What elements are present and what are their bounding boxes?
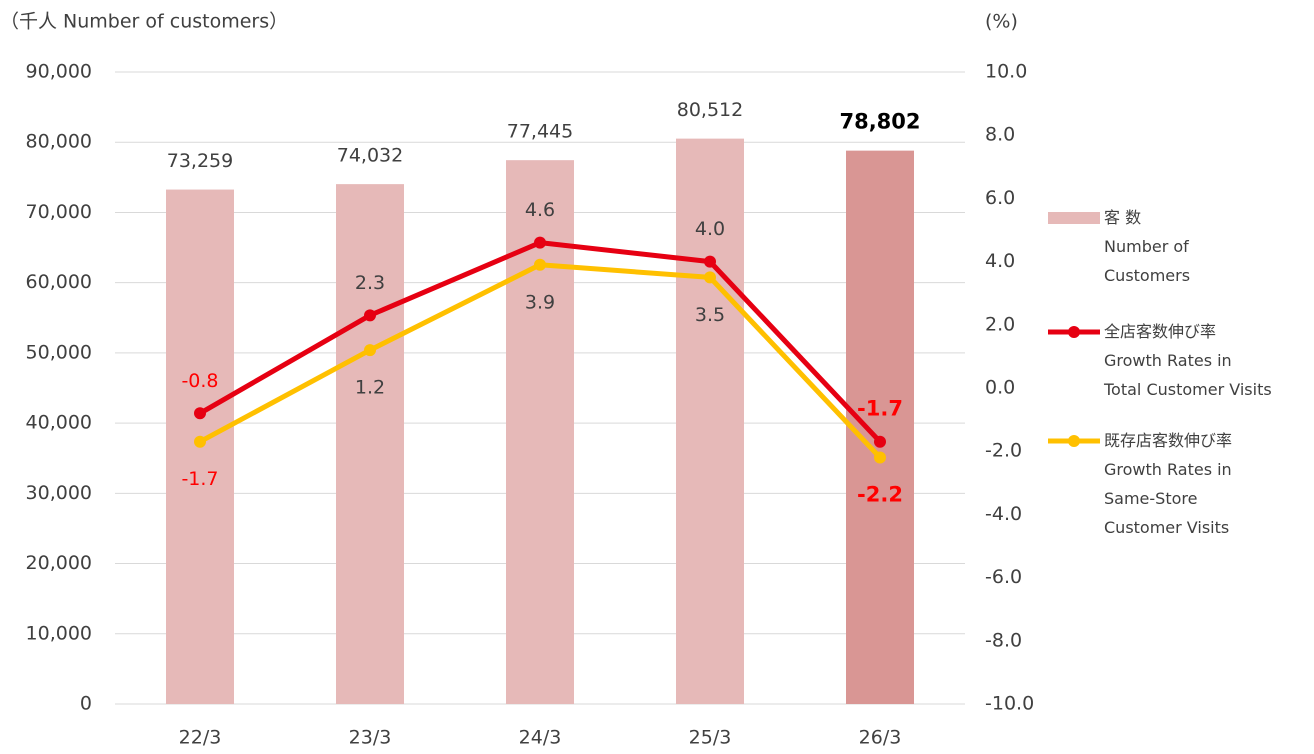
y2-tick-label: 6.0 [985,187,1015,209]
y-tick-label: 70,000 [26,201,92,223]
bar [336,184,404,704]
x-tick-label: 25/3 [689,727,732,749]
line-value-label: 1.2 [355,377,385,399]
y2-tick-label: -2.0 [985,440,1022,462]
line-value-label: -1.7 [857,397,903,421]
y-tick-label: 60,000 [26,271,92,293]
y2-tick-label: 2.0 [985,313,1015,335]
line-point [194,407,206,420]
line-value-label: -1.7 [181,468,218,490]
line-point [364,344,376,357]
line-point [364,309,376,322]
y-tick-label: 90,000 [26,61,92,83]
bar-value-label: 77,445 [507,121,573,143]
line-value-label: -2.2 [857,483,903,507]
legend-entry: 既存店客数伸び率 Growth Rates in Same-Store Cust… [1104,431,1233,537]
y2-tick-label: -8.0 [985,629,1022,651]
y-tick-label: 20,000 [26,552,92,574]
line-point [534,236,546,249]
line-point [874,451,886,464]
line-point [194,435,206,448]
y-tick-label: 30,000 [26,482,92,504]
bar [676,138,744,705]
bar-value-label: 80,512 [677,99,743,121]
line-point [534,258,546,271]
legend-swatch-point [1068,435,1080,447]
y-tick-label: 50,000 [26,341,92,363]
x-tick-label: 26/3 [859,727,902,749]
bar [846,150,914,705]
y2-tick-label: 0.0 [985,377,1015,399]
line-value-label: 3.9 [525,291,555,313]
x-tick-label: 23/3 [349,727,392,749]
legend-entry: 客 数 Number of Customers [1104,208,1191,285]
y2-tick-label: -6.0 [985,566,1022,588]
line-value-label: 2.3 [355,272,385,294]
line-value-label: 4.0 [695,218,725,240]
line-value-label: 3.5 [695,304,725,326]
chart-title: （千人 Number of customers） [0,11,288,33]
bar-value-label: 73,259 [167,150,233,172]
legend-swatch-point [1068,326,1080,338]
bar-value-label: 74,032 [337,145,403,167]
y-tick-label: 0 [80,693,92,715]
y2-axis-label: (%) [985,11,1018,33]
legend-swatch [1048,212,1100,224]
line-point [704,255,716,268]
line-point [704,271,716,284]
y-tick-label: 40,000 [26,412,92,434]
line-point [874,435,886,448]
y2-tick-label: -10.0 [985,693,1034,715]
y2-tick-label: 10.0 [985,61,1027,83]
y2-tick-label: -4.0 [985,503,1022,525]
legend-entry: 全店客数伸び率 Growth Rates in Total Customer V… [1104,322,1272,399]
x-tick-label: 24/3 [519,727,562,749]
y-tick-label: 10,000 [26,622,92,644]
line-value-label: 4.6 [525,199,555,221]
y2-tick-label: 4.0 [985,250,1015,272]
line-value-label: -0.8 [181,370,218,392]
y-tick-label: 80,000 [26,131,92,153]
y2-tick-label: 8.0 [985,124,1015,146]
bar-value-label: 78,802 [839,110,920,134]
x-tick-label: 22/3 [179,727,222,749]
